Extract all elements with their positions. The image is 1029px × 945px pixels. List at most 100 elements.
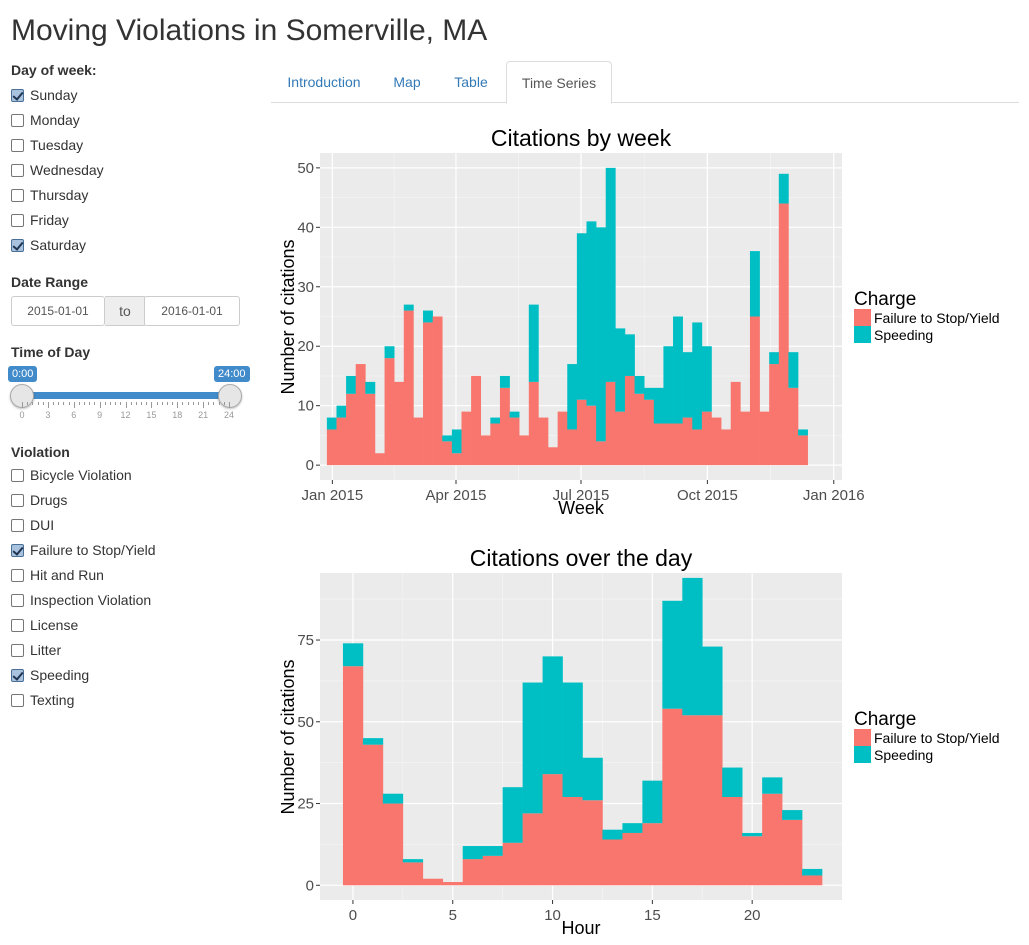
day-checkbox-tuesday[interactable]: Tuesday [11,135,83,155]
tab-map[interactable]: Map [393,74,421,90]
bar-failure [382,803,404,886]
bar-failure [642,823,663,886]
legend-key-speeding [854,746,871,763]
chart-title: Citations by week [491,125,672,151]
checkbox-icon[interactable] [11,618,24,632]
chart-title: Citations over the day [470,545,693,571]
violation-checkbox-bicycle[interactable]: Bicycle Violation [11,465,132,485]
violation-checkbox-drugs[interactable]: Drugs [11,490,67,510]
day-checkbox-thursday[interactable]: Thursday [11,185,88,205]
bar-speeding [586,221,597,406]
tab-time-series[interactable]: Time Series [506,61,612,104]
bar-failure [622,832,643,886]
bar-speeding [624,334,635,376]
day-checkbox-wednesday[interactable]: Wednesday [11,160,104,180]
checkbox-icon[interactable] [11,543,24,557]
checkbox-icon[interactable] [11,468,24,482]
bar-failure [596,441,607,466]
slider-tick-label: 12 [120,410,131,420]
checkbox-icon[interactable] [11,188,24,202]
slider-min-handle[interactable] [10,384,34,408]
checkbox-icon[interactable] [11,643,24,657]
bar-failure [362,744,384,886]
legend-label-failure: Failure to Stop/Yield [874,310,1000,326]
day-checkbox-monday[interactable]: Monday [11,110,80,130]
violation-checkbox-hit-and-run[interactable]: Hit and Run [11,565,104,585]
bar-speeding [802,868,823,876]
bar-failure [711,417,722,466]
date-start-input[interactable]: 2015-01-01 [11,296,105,326]
bar-failure [519,435,530,466]
violation-checkbox-speeding[interactable]: Speeding [11,665,89,685]
tab-introduction[interactable]: Introduction [287,74,361,90]
slider-tick [161,402,163,405]
violation-checkbox-license[interactable]: License [11,615,78,635]
checkbox-icon[interactable] [11,213,24,227]
y-axis-title: Number of citations [278,239,298,394]
violation-checkbox-label: Failure to Stop/Yield [30,542,156,558]
bar-speeding [602,829,623,840]
checkbox-icon[interactable] [11,238,24,252]
slider-tick [130,402,132,405]
bar-failure [502,842,523,886]
bar-speeding [509,411,520,418]
slider-tick-label: 24 [223,410,234,420]
slider-tick [172,402,174,405]
tab-table[interactable]: Table [454,74,488,90]
slider-track[interactable] [22,392,229,399]
violation-checkbox-texting[interactable]: Texting [11,690,74,710]
bar-failure [461,411,472,466]
legend-label-speeding: Speeding [874,747,933,763]
violation-checkbox-label: DUI [30,517,55,533]
violation-checkbox-litter[interactable]: Litter [11,640,61,660]
bar-failure [802,875,823,886]
date-end-input[interactable]: 2016-01-01 [144,296,240,326]
bar-speeding [662,600,683,709]
slider-max-handle[interactable] [218,384,242,408]
bar-failure [663,423,674,466]
checkbox-icon[interactable] [11,668,24,682]
legend: Charge Failure to Stop/Yield Speeding [854,709,1000,763]
violation-checkbox-dui[interactable]: DUI [11,515,54,535]
bar-failure [403,310,414,466]
bar-failure [798,435,808,466]
x-tick-label: Jul 2015 [553,487,610,504]
violation-checkbox-failure-to-stop[interactable]: Failure to Stop/Yield [11,540,156,560]
bar-failure [480,435,491,466]
slider-tick [120,402,122,405]
checkbox-icon[interactable] [11,593,24,607]
bar-speeding [522,682,543,814]
day-checkbox-friday[interactable]: Friday [11,210,69,230]
bar-failure [442,882,464,886]
checkbox-icon[interactable] [11,138,24,152]
checkbox-icon[interactable] [11,88,24,102]
bar-speeding [402,859,424,863]
bar-speeding [442,435,453,442]
checkbox-icon[interactable] [11,163,24,177]
bar-failure [528,381,539,466]
bar-speeding [622,823,643,833]
x-tick-label: Jan 2015 [301,487,363,504]
x-axis-title: Hour [561,918,600,938]
day-checkbox-saturday[interactable]: Saturday [11,235,86,255]
bar-failure [742,836,763,886]
slider-tick [213,402,215,405]
bar-speeding [362,738,384,745]
slider-tick [146,402,148,405]
slider-tick-label: 15 [146,410,157,420]
bar-failure [538,417,549,466]
violation-checkbox-inspection[interactable]: Inspection Violation [11,590,151,610]
time-slider[interactable]: 0:00 24:00 0 3 6 9 12 15 18 21 24 [8,364,251,424]
checkbox-icon[interactable] [11,518,24,532]
bar-failure [567,429,578,466]
bar-speeding [769,352,780,365]
checkbox-icon[interactable] [11,113,24,127]
checkbox-icon[interactable] [11,568,24,582]
slider-tick [63,402,65,405]
checkbox-icon[interactable] [11,693,24,707]
checkbox-icon[interactable] [11,493,24,507]
x-axis-title: Week [558,498,605,518]
legend-title: Charge [854,289,916,310]
day-checkbox-sunday[interactable]: Sunday [11,85,77,105]
bar-failure [490,423,501,466]
